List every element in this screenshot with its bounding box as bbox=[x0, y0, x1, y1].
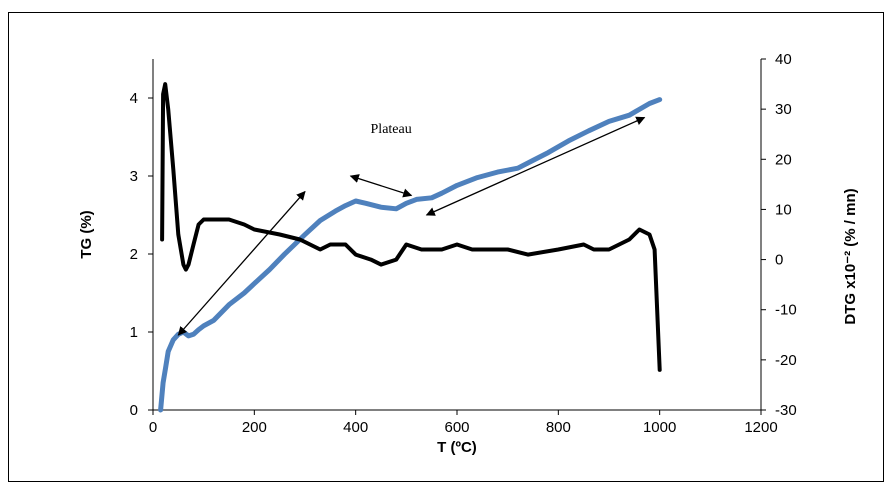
y-axis-title: TG (%) bbox=[78, 210, 95, 258]
tg-dtg-chart: 0 200 400 600 800 1000 1200 0 1 2 3 4 -30 -20 -10 0 10 20… bbox=[78, 51, 859, 456]
annotation-arrows bbox=[177, 116, 646, 336]
y2-tick-label: 20 bbox=[775, 151, 792, 168]
y2-tick-label: -20 bbox=[775, 352, 797, 369]
y2-tick-label: 0 bbox=[775, 252, 783, 269]
annotation-arrow bbox=[425, 116, 646, 216]
y2-axis-title: DTG x10⁻² (% / mn) bbox=[842, 188, 859, 324]
y2-tick-label: -10 bbox=[775, 302, 797, 319]
x-tick-label: 200 bbox=[242, 419, 267, 436]
plateau-annotation: Plateau bbox=[371, 122, 412, 137]
y2-tick-label: -30 bbox=[775, 402, 797, 419]
y2-tick-label: 40 bbox=[775, 51, 792, 68]
chart-frame: 0 200 400 600 800 1000 1200 0 1 2 3 4 -30 -20 -10 0 10 20… bbox=[8, 12, 884, 482]
tg-series-line bbox=[158, 97, 663, 413]
y-tick-label: 1 bbox=[130, 324, 138, 341]
x-tick-label: 400 bbox=[343, 419, 368, 436]
axes bbox=[148, 58, 766, 415]
tick-labels: 0 200 400 600 800 1000 1200 0 1 2 3 4 -30 -20 -10 0 10 20… bbox=[130, 51, 797, 436]
y-tick-label: 0 bbox=[130, 402, 138, 419]
annotation-arrow bbox=[349, 174, 413, 198]
annotation-arrow bbox=[177, 190, 306, 336]
y2-tick-label: 30 bbox=[775, 101, 792, 118]
y-tick-label: 2 bbox=[130, 246, 138, 263]
y-tick-label: 4 bbox=[130, 90, 138, 107]
x-tick-label: 800 bbox=[546, 419, 571, 436]
y2-tick-label: 10 bbox=[775, 201, 792, 218]
x-tick-label: 1200 bbox=[744, 419, 777, 436]
y-tick-label: 3 bbox=[130, 168, 138, 185]
x-tick-label: 600 bbox=[444, 419, 469, 436]
x-axis-title: T (ºC) bbox=[437, 439, 477, 456]
x-tick-label: 1000 bbox=[643, 419, 676, 436]
x-tick-label: 0 bbox=[149, 419, 157, 436]
